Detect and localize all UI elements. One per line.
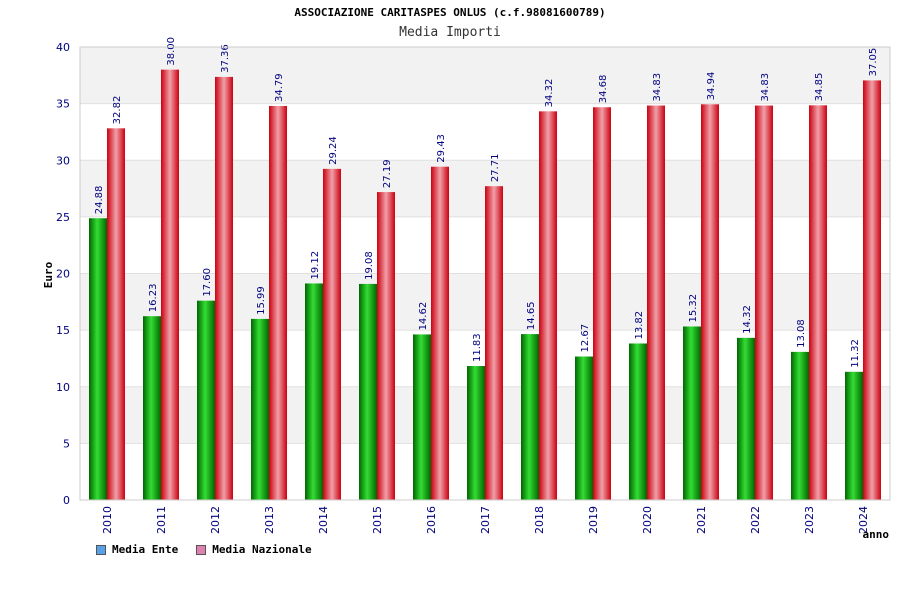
bar-media-ente	[629, 343, 647, 500]
bar-media-ente	[683, 326, 701, 500]
legend-label: Media Ente	[112, 543, 179, 556]
x-axis-label: anno	[863, 528, 890, 541]
bar-media-ente	[305, 283, 323, 500]
data-label: 19.08	[364, 251, 375, 280]
data-label: 34.68	[598, 75, 609, 104]
x-tick-label: 2024	[857, 506, 870, 534]
y-tick-label: 35	[56, 98, 70, 111]
x-tick-label: 2016	[425, 506, 438, 534]
x-tick-label: 2022	[749, 506, 762, 534]
bar-media-ente	[791, 351, 809, 500]
data-label: 19.12	[310, 251, 321, 280]
data-label: 13.82	[634, 311, 645, 340]
legend: Media Ente Media Nazionale	[96, 543, 312, 556]
bar-media-ente	[143, 316, 161, 500]
bar-media-nazionale	[647, 105, 665, 501]
bar-media-nazionale	[863, 80, 881, 500]
x-tick-label: 2011	[155, 506, 168, 534]
bar-media-nazionale	[755, 105, 773, 501]
data-label: 34.83	[652, 73, 663, 102]
y-tick-label: 5	[63, 437, 70, 450]
data-label: 11.32	[850, 339, 861, 368]
y-axis-label: Euro	[42, 261, 55, 288]
x-tick-label: 2020	[641, 506, 654, 534]
x-tick-label: 2015	[371, 506, 384, 534]
y-tick-label: 20	[56, 268, 70, 281]
bar-media-ente	[359, 283, 377, 500]
bar-media-nazionale	[485, 186, 503, 500]
data-label: 34.83	[760, 73, 771, 102]
bar-media-nazionale	[701, 104, 719, 500]
plot-frame	[79, 46, 891, 501]
data-label: 32.82	[112, 96, 123, 125]
bar-media-nazionale	[377, 192, 395, 501]
data-label: 17.60	[202, 268, 213, 297]
bar-media-nazionale	[269, 106, 287, 501]
bar-media-ente	[575, 356, 593, 500]
data-label: 14.62	[418, 302, 429, 331]
data-label: 37.36	[220, 44, 231, 73]
bar-media-ente	[251, 318, 269, 500]
x-tick-label: 2013	[263, 506, 276, 534]
bar-media-ente	[737, 337, 755, 500]
data-label: 27.19	[382, 159, 393, 188]
x-tick-label: 2010	[101, 506, 114, 534]
y-tick-label: 10	[56, 381, 70, 394]
bar-media-nazionale	[431, 166, 449, 500]
bar-media-nazionale	[107, 128, 125, 500]
bar-media-nazionale	[809, 105, 827, 500]
data-label: 14.65	[526, 301, 537, 330]
legend-label: Media Nazionale	[212, 543, 312, 556]
x-tick-label: 2021	[695, 506, 708, 534]
data-label: 34.79	[274, 73, 285, 102]
data-label: 38.00	[166, 37, 177, 66]
chart-subtitle: Media Importi	[399, 25, 501, 40]
bar-media-nazionale	[323, 168, 341, 500]
y-tick-label: 40	[56, 41, 70, 54]
x-tick-label: 2023	[803, 506, 816, 534]
bar-media-nazionale	[215, 76, 233, 500]
data-label: 12.67	[580, 324, 591, 353]
y-tick-label: 15	[56, 324, 70, 337]
bar-media-ente	[467, 366, 485, 500]
bar-media-nazionale	[593, 107, 611, 501]
data-label: 11.83	[472, 333, 483, 362]
data-label: 29.43	[436, 134, 447, 163]
bar-media-nazionale	[539, 111, 557, 501]
data-label: 27.71	[490, 154, 501, 183]
bar-media-ente	[89, 218, 107, 500]
data-label: 29.24	[328, 136, 339, 165]
data-label: 34.85	[814, 73, 825, 102]
bar-media-ente	[197, 300, 215, 500]
data-label: 34.94	[706, 72, 717, 101]
x-tick-label: 2017	[479, 506, 492, 534]
bar-media-ente	[413, 334, 431, 500]
legend-swatch	[96, 544, 106, 555]
bar-media-nazionale	[161, 69, 179, 501]
y-tick-label: 25	[56, 211, 70, 224]
legend-swatch	[196, 544, 207, 555]
data-label: 13.08	[796, 319, 807, 348]
x-tick-label: 2019	[587, 506, 600, 534]
bar-media-ente	[845, 371, 863, 500]
x-tick-label: 2014	[317, 506, 330, 534]
y-tick-label: 30	[56, 154, 70, 167]
data-label: 24.88	[94, 186, 105, 215]
data-label: 15.32	[688, 294, 699, 323]
legend-item-media-nazionale: Media Nazionale	[196, 543, 312, 556]
data-label: 34.32	[544, 79, 555, 108]
y-tick-label: 0	[63, 494, 70, 507]
data-label: 14.32	[742, 305, 753, 334]
bar-media-ente	[521, 334, 539, 500]
data-label: 16.23	[148, 284, 159, 313]
x-tick-label: 2012	[209, 506, 222, 534]
x-tick-label: 2018	[533, 506, 546, 534]
legend-item-media-ente: Media Ente	[96, 543, 178, 556]
data-label: 37.05	[868, 48, 879, 77]
chart-title: ASSOCIAZIONE CARITASPES ONLUS (c.f.98081…	[294, 6, 606, 19]
data-label: 15.99	[256, 286, 267, 315]
